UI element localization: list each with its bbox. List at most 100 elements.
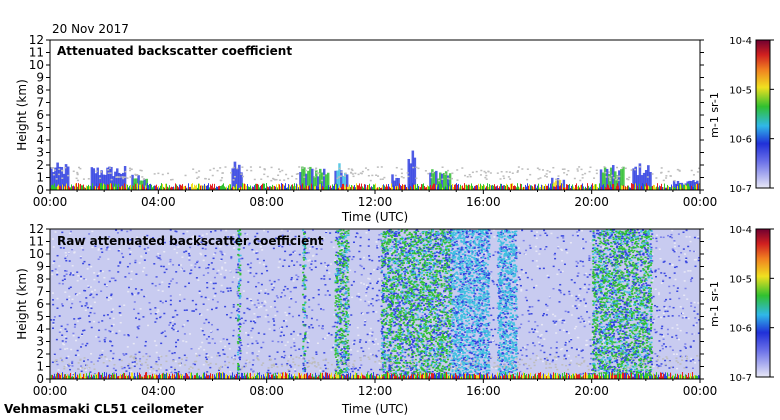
signal-speck <box>401 242 404 244</box>
signal-speck <box>421 338 424 341</box>
noise-speck <box>189 246 192 249</box>
lowlevel-noise <box>634 168 637 171</box>
surface-layer <box>479 186 480 190</box>
signal-speck <box>445 323 448 326</box>
surface-layer <box>448 183 449 190</box>
noise-speck <box>376 373 379 376</box>
lowlevel-noise <box>536 167 539 169</box>
noise-speck <box>221 253 224 256</box>
signal-speck <box>429 290 432 292</box>
noise-speck <box>591 334 594 337</box>
surface-layer <box>640 187 641 190</box>
surface-layer <box>523 186 524 190</box>
noise-speck <box>177 371 180 373</box>
signal-speck <box>340 293 343 296</box>
signal-speck <box>337 231 340 234</box>
noise-speck <box>510 248 513 250</box>
noise-speck <box>161 290 164 292</box>
noise-speck <box>231 239 234 241</box>
surface-layer <box>564 187 565 190</box>
noise-speck <box>277 245 280 247</box>
lowlevel-noise <box>526 178 529 181</box>
lowlevel-noise <box>364 167 367 169</box>
noise-speck <box>299 264 302 266</box>
signal-speck <box>337 241 340 243</box>
cloud-column <box>605 168 609 190</box>
noise-speck <box>200 295 203 298</box>
noise-speck <box>471 229 474 232</box>
signal-speck <box>339 333 342 336</box>
noise-speck <box>582 247 585 250</box>
signal-speck <box>382 265 385 267</box>
noise-speck <box>174 368 177 371</box>
surface-layer <box>142 184 143 190</box>
noise-speck <box>144 252 147 254</box>
surface-layer <box>93 185 94 190</box>
signal-speck <box>425 298 428 301</box>
noise-speck <box>492 339 495 342</box>
signal-speck <box>344 299 347 301</box>
signal-speck <box>340 271 343 273</box>
signal-speck <box>345 247 348 250</box>
lowlevel-noise <box>232 179 235 181</box>
noise-speck <box>405 251 408 254</box>
noise-speck <box>241 343 244 346</box>
surface-layer <box>236 184 237 190</box>
noise-speck <box>277 340 280 343</box>
surface-layer <box>207 185 208 190</box>
noise-speck <box>169 295 172 297</box>
noise-speck <box>377 343 380 345</box>
noise-speck <box>212 287 215 290</box>
noise-speck <box>143 295 146 298</box>
noise-speck <box>181 240 184 242</box>
noise-speck <box>120 252 123 255</box>
noise-speck <box>506 229 509 232</box>
noise-speck <box>421 296 424 299</box>
surface-layer <box>212 183 213 190</box>
noise-speck <box>159 300 162 303</box>
signal-speck <box>423 274 426 276</box>
surface-layer <box>287 187 288 190</box>
noise-speck <box>662 338 665 341</box>
noise-speck <box>218 238 221 241</box>
lowlevel-noise <box>468 173 471 176</box>
noise-speck <box>642 254 645 256</box>
noise-speck <box>588 257 591 259</box>
signal-speck <box>435 296 438 298</box>
noise-speck <box>362 267 365 270</box>
noise-speck <box>220 258 223 261</box>
noise-speck <box>205 338 208 340</box>
surface-layer <box>559 186 560 190</box>
noise-speck <box>351 258 354 261</box>
surface-layer <box>198 183 199 190</box>
surface-layer <box>254 185 255 190</box>
noise-speck <box>334 313 337 316</box>
signal-speck <box>345 302 348 304</box>
noise-speck <box>401 338 404 340</box>
surface-layer <box>302 183 303 190</box>
surface-layer <box>358 185 359 190</box>
signal-speck <box>415 275 418 278</box>
noise-speck <box>91 246 94 249</box>
noise-speck <box>89 371 92 373</box>
noise-speck <box>684 287 687 290</box>
signal-speck <box>337 252 340 254</box>
noise-speck <box>69 230 72 233</box>
lowlevel-noise <box>441 166 444 168</box>
cloud-column <box>104 174 107 190</box>
noise-speck <box>599 234 602 237</box>
noise-speck <box>372 269 375 271</box>
noise-speck <box>672 353 675 355</box>
noise-speck <box>440 332 443 334</box>
signal-speck <box>347 303 350 306</box>
signal-speck <box>407 353 410 355</box>
lowlevel-noise <box>207 178 210 180</box>
noise-speck <box>130 370 133 373</box>
surface-layer <box>215 187 216 190</box>
lowlevel-noise <box>581 173 584 176</box>
cloud-column <box>649 171 652 190</box>
surface-layer <box>692 186 693 190</box>
noise-speck <box>623 360 626 362</box>
signal-speck <box>448 237 451 239</box>
surface-layer <box>494 184 495 190</box>
